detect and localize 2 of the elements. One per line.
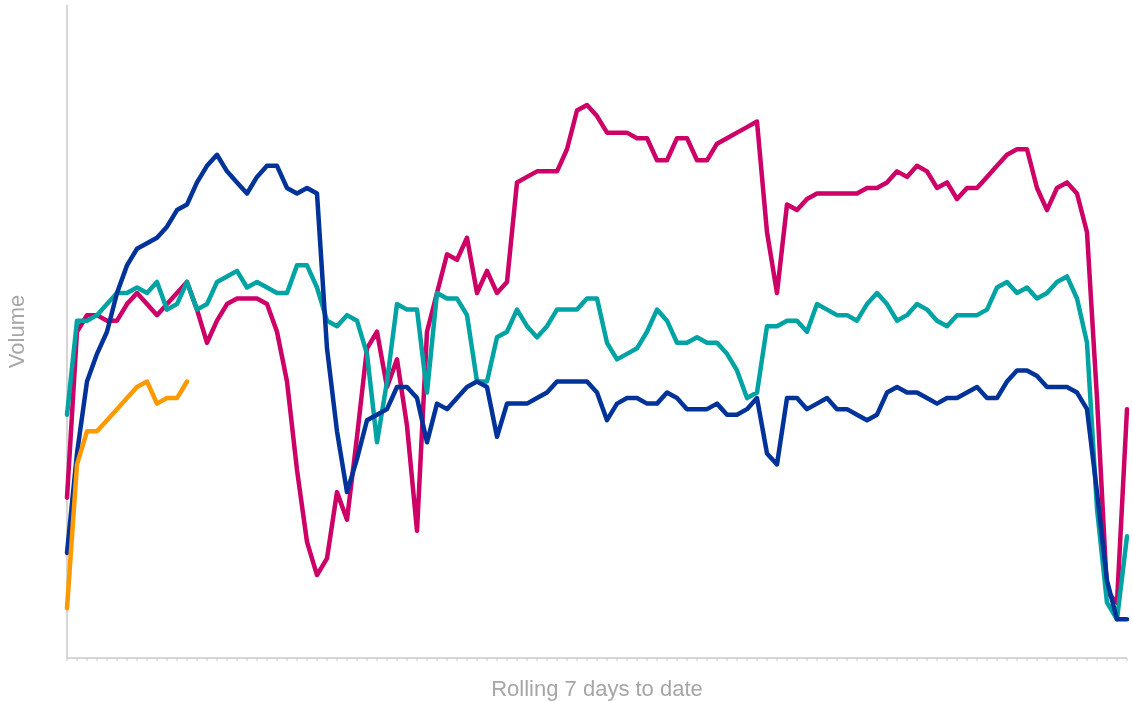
y-axis-title: Volume: [4, 294, 29, 369]
x-axis-title: Rolling 7 days to date: [491, 676, 703, 701]
